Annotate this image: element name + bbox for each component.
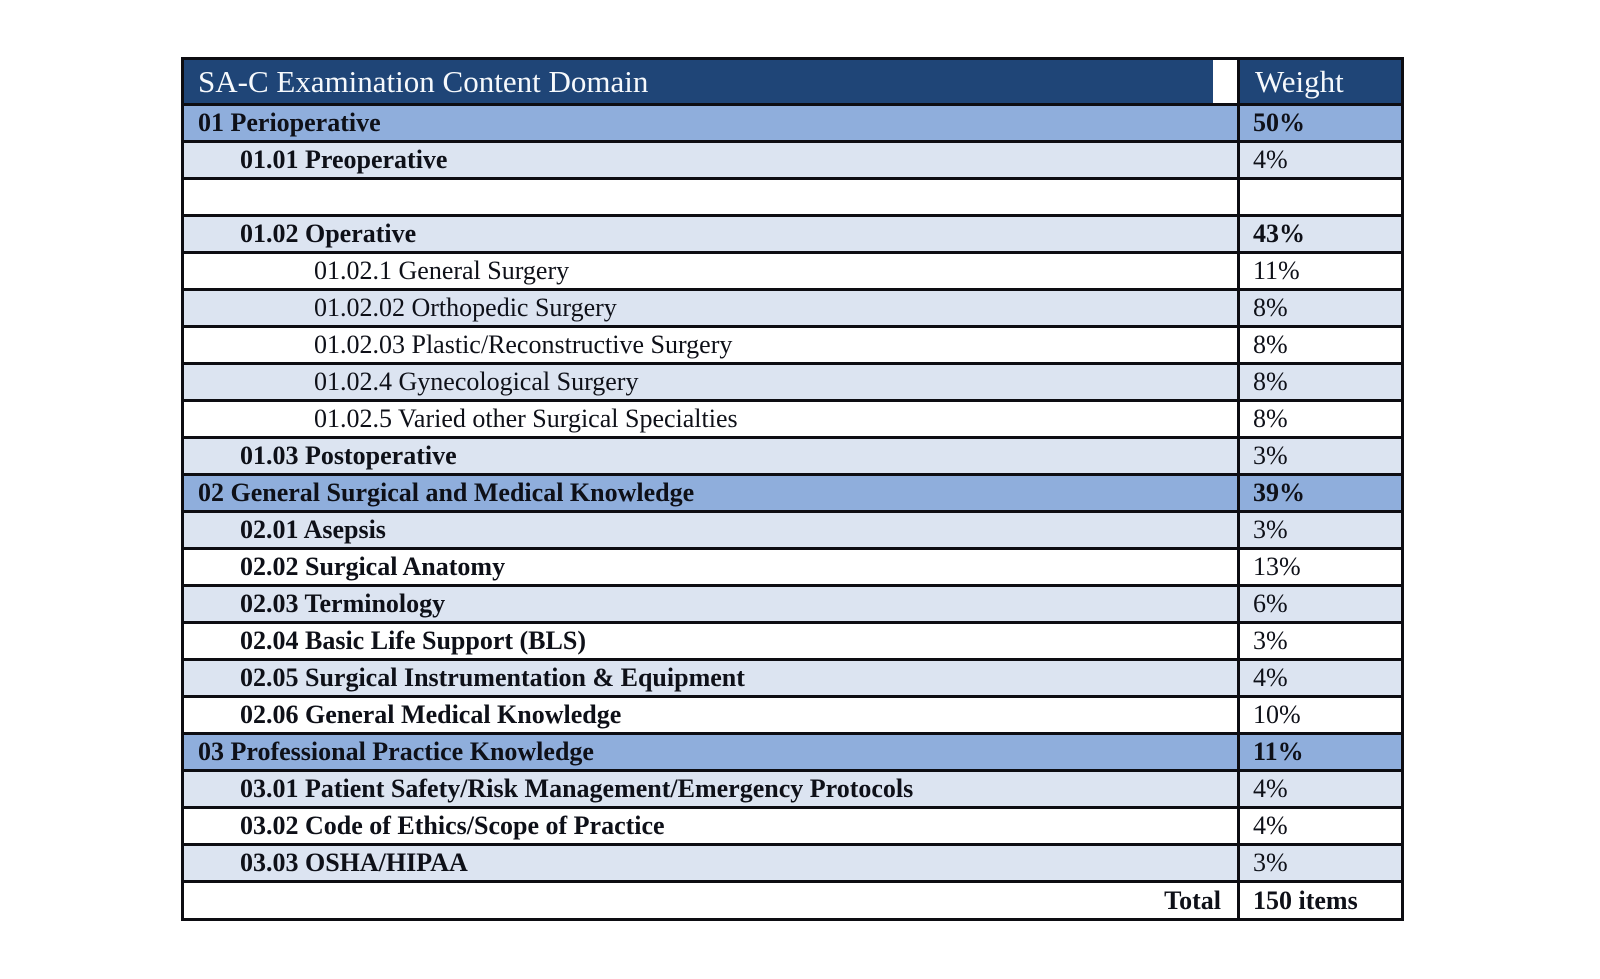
table-row: 03.01 Patient Safety/Risk Management/Eme…	[184, 772, 1401, 809]
row-label: 02.01 Asepsis	[184, 513, 1240, 547]
row-label: 01.02.5 Varied other Surgical Specialtie…	[184, 402, 1240, 436]
row-weight: 8%	[1240, 402, 1401, 436]
content-domain-table: SA-C Examination Content Domain Weight 0…	[181, 57, 1404, 921]
table-header-domain: SA-C Examination Content Domain	[184, 60, 1240, 103]
row-weight: 4%	[1240, 809, 1401, 843]
row-weight: 8%	[1240, 291, 1401, 325]
row-label: 02.03 Terminology	[184, 587, 1240, 621]
table-row: 03.03 OSHA/HIPAA 3%	[184, 846, 1401, 883]
table-row: 01.02.02 Orthopedic Surgery 8%	[184, 291, 1401, 328]
table-row: 02.03 Terminology 6%	[184, 587, 1401, 624]
row-label: 01 Perioperative	[184, 106, 1240, 140]
row-weight: 11%	[1240, 735, 1401, 769]
row-label: 01.02.4 Gynecological Surgery	[184, 365, 1240, 399]
row-weight: 4%	[1240, 772, 1401, 806]
table-row: 01.03 Postoperative 3%	[184, 439, 1401, 476]
table-row: 02.06 General Medical Knowledge 10%	[184, 698, 1401, 735]
row-weight: 3%	[1240, 624, 1401, 658]
row-label	[184, 180, 1240, 214]
row-weight: 4%	[1240, 661, 1401, 695]
table-row: 01 Perioperative 50%	[184, 106, 1401, 143]
row-weight: 3%	[1240, 513, 1401, 547]
row-weight: 43%	[1240, 217, 1401, 251]
row-weight: 3%	[1240, 846, 1401, 880]
row-weight: 8%	[1240, 365, 1401, 399]
table-row: 01.02.5 Varied other Surgical Specialtie…	[184, 402, 1401, 439]
table-row: 02.04 Basic Life Support (BLS) 3%	[184, 624, 1401, 661]
table-row: 02.02 Surgical Anatomy 13%	[184, 550, 1401, 587]
table-row: 01.01 Preoperative 4%	[184, 143, 1401, 180]
row-weight: 4%	[1240, 143, 1401, 177]
row-weight: 6%	[1240, 587, 1401, 621]
row-weight: 11%	[1240, 254, 1401, 288]
table-row: 02.05 Surgical Instrumentation & Equipme…	[184, 661, 1401, 698]
total-weight: 150 items	[1240, 883, 1401, 918]
row-label: 02.06 General Medical Knowledge	[184, 698, 1240, 732]
row-weight: 3%	[1240, 439, 1401, 473]
row-label: 01.02.1 General Surgery	[184, 254, 1240, 288]
row-weight: 10%	[1240, 698, 1401, 732]
table-row: 01.02 Operative 43%	[184, 217, 1401, 254]
row-label: 03.03 OSHA/HIPAA	[184, 846, 1240, 880]
table-row-total: Total 150 items	[184, 883, 1401, 918]
row-label: 03.02 Code of Ethics/Scope of Practice	[184, 809, 1240, 843]
row-label: 01.01 Preoperative	[184, 143, 1240, 177]
row-label: 03 Professional Practice Knowledge	[184, 735, 1240, 769]
row-label: 02.04 Basic Life Support (BLS)	[184, 624, 1240, 658]
table-row: 02 General Surgical and Medical Knowledg…	[184, 476, 1401, 513]
table-row: 03.02 Code of Ethics/Scope of Practice 4%	[184, 809, 1401, 846]
table-row: 02.01 Asepsis 3%	[184, 513, 1401, 550]
table-header-row: SA-C Examination Content Domain Weight	[184, 60, 1401, 106]
table-header-weight: Weight	[1240, 60, 1401, 103]
table-body: 01 Perioperative 50% 01.01 Preoperative 4% 0…	[184, 106, 1401, 918]
table-row: 03 Professional Practice Knowledge 11%	[184, 735, 1401, 772]
row-weight: 13%	[1240, 550, 1401, 584]
table-row: 01.02.1 General Surgery 11%	[184, 254, 1401, 291]
row-label: 01.03 Postoperative	[184, 439, 1240, 473]
table-row-empty	[184, 180, 1401, 217]
row-label: 03.01 Patient Safety/Risk Management/Eme…	[184, 772, 1240, 806]
row-weight	[1240, 180, 1401, 214]
row-label: 02.02 Surgical Anatomy	[184, 550, 1240, 584]
row-weight: 39%	[1240, 476, 1401, 510]
table-row: 01.02.03 Plastic/Reconstructive Surgery 8…	[184, 328, 1401, 365]
row-label: 02 General Surgical and Medical Knowledg…	[184, 476, 1240, 510]
row-weight: 50%	[1240, 106, 1401, 140]
row-weight: 8%	[1240, 328, 1401, 362]
row-label: 01.02.02 Orthopedic Surgery	[184, 291, 1240, 325]
row-label: 02.05 Surgical Instrumentation & Equipme…	[184, 661, 1240, 695]
row-label: 01.02.03 Plastic/Reconstructive Surgery	[184, 328, 1240, 362]
row-label: 01.02 Operative	[184, 217, 1240, 251]
total-label: Total	[184, 883, 1240, 918]
table-row: 01.02.4 Gynecological Surgery 8%	[184, 365, 1401, 402]
